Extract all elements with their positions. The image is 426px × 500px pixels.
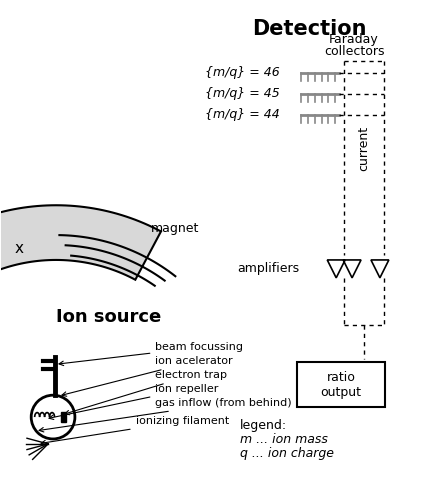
- Text: gas inflow (from behind): gas inflow (from behind): [39, 398, 292, 432]
- Text: electron trap: electron trap: [65, 370, 227, 414]
- Text: m ... ion mass: m ... ion mass: [240, 433, 328, 446]
- Text: {m/q} = 45: {m/q} = 45: [205, 88, 280, 101]
- Text: collectors: collectors: [324, 45, 384, 58]
- Text: magnet: magnet: [151, 222, 199, 234]
- Text: ion acelerator: ion acelerator: [62, 356, 233, 396]
- Text: current: current: [357, 126, 371, 170]
- Text: amplifiers: amplifiers: [237, 262, 299, 276]
- Text: ionizing filament: ionizing filament: [41, 416, 229, 445]
- Text: {m/q} = 46: {m/q} = 46: [205, 66, 280, 80]
- Text: Detection: Detection: [252, 20, 367, 40]
- Text: {m/q} = 44: {m/q} = 44: [205, 108, 280, 122]
- Text: Ion source: Ion source: [56, 308, 161, 326]
- Bar: [297, 362, 385, 407]
- Text: legend:: legend:: [240, 419, 287, 432]
- Text: x: x: [15, 240, 24, 256]
- Text: ratio
output: ratio output: [321, 370, 362, 398]
- Text: Faraday: Faraday: [329, 33, 379, 46]
- Text: q ... ion charge: q ... ion charge: [240, 447, 334, 460]
- Polygon shape: [0, 206, 161, 366]
- Text: beam focussing: beam focussing: [59, 342, 243, 365]
- Bar: [61, 412, 66, 422]
- Text: ion repeller: ion repeller: [49, 384, 219, 420]
